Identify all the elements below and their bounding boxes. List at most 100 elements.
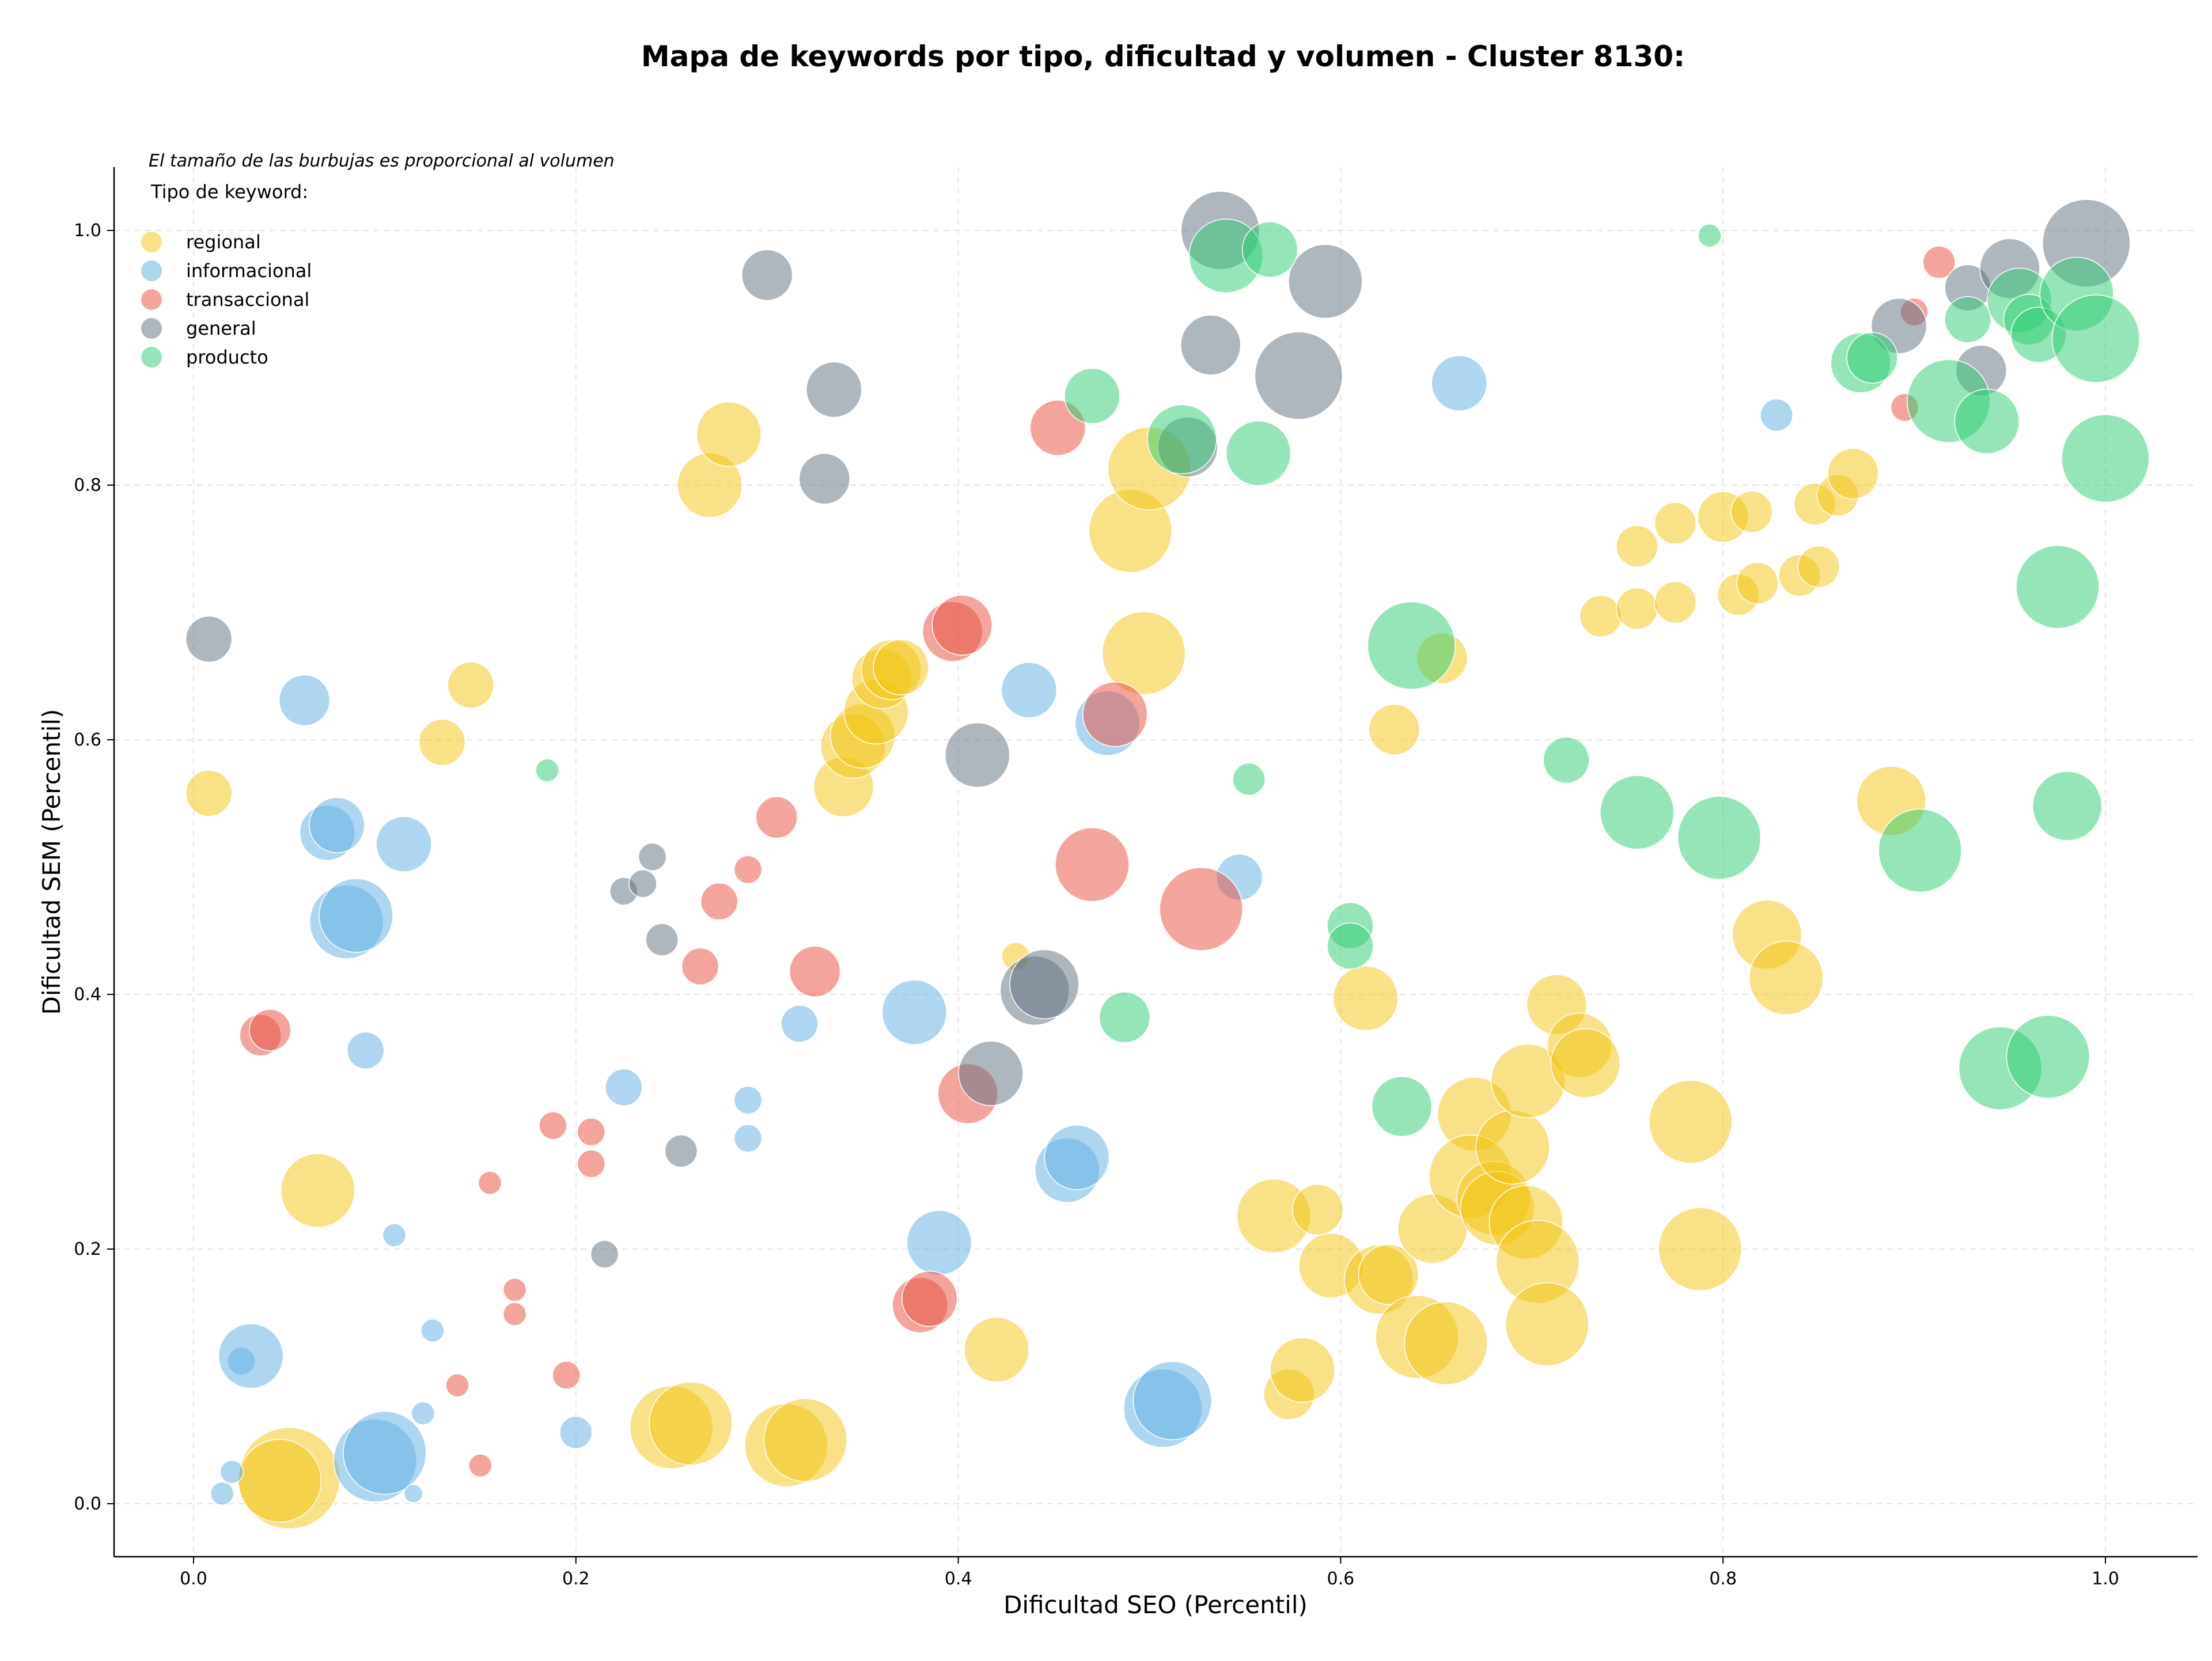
bubble-regional <box>237 1439 322 1523</box>
bubble-regional <box>696 401 762 467</box>
bubble-transaccional <box>502 1301 527 1326</box>
bubble-regional <box>1101 611 1186 695</box>
legend: regional informacional transaccional genera… <box>141 231 312 368</box>
bubble-regional <box>280 1153 355 1228</box>
bubble-regional <box>1654 502 1696 545</box>
bubble-marks <box>185 191 2150 1530</box>
y-tick-label: 0.2 <box>74 1239 101 1259</box>
bubble-producto <box>1600 775 1675 850</box>
bubble-regional <box>1505 1282 1589 1367</box>
bubble-informacional <box>346 1031 385 1069</box>
size-note: El tamaño de las burbujas es proporciona… <box>149 151 615 171</box>
legend-label-producto: producto <box>186 346 268 368</box>
bubble-regional <box>1358 1244 1419 1305</box>
bubble-producto <box>2006 1015 2090 1099</box>
bubble-producto <box>1232 762 1266 796</box>
bubble-transaccional <box>755 796 798 839</box>
x-tick-label: 0.6 <box>1327 1569 1355 1589</box>
bubble-general <box>628 869 657 898</box>
x-tick-label: 1.0 <box>2092 1569 2119 1589</box>
bubble-transaccional <box>539 1111 567 1140</box>
bubble-producto <box>2032 771 2103 841</box>
legend-marker-informacional <box>141 260 162 281</box>
bubble-regional <box>1658 1207 1743 1291</box>
bubble-informacional <box>403 1484 423 1504</box>
bubble-informacional <box>733 1123 763 1153</box>
bubble-general <box>1254 331 1343 420</box>
bubble-transaccional <box>1055 827 1130 902</box>
bubble-regional <box>1649 1080 1733 1164</box>
bubble-producto <box>1698 224 1722 248</box>
bubble-informacional <box>421 1318 445 1343</box>
bubble-informacional <box>1044 1125 1110 1190</box>
bubble-informacional <box>219 1460 244 1484</box>
legend-marker-producto <box>141 347 162 368</box>
bubble-general <box>590 1240 619 1269</box>
bubble-regional <box>1730 490 1773 534</box>
x-tick-label: 0.0 <box>180 1569 207 1589</box>
bubble-informacional <box>376 816 432 872</box>
legend-title: Tipo de keyword: <box>150 181 308 203</box>
bubble-transaccional <box>478 1171 502 1195</box>
bubble-producto <box>1367 601 1456 690</box>
bubble-informacional <box>906 1210 972 1276</box>
bubble-regional <box>1797 545 1840 588</box>
bubble-transaccional <box>1159 867 1243 951</box>
bubble-regional <box>1332 965 1399 1031</box>
bubble-general <box>664 1134 698 1168</box>
bubble-informacional <box>210 1481 234 1506</box>
bubble-general <box>798 453 851 505</box>
y-tick-label: 0.0 <box>74 1494 101 1514</box>
bubble-general <box>945 722 1010 788</box>
bubble-regional <box>1827 448 1879 500</box>
y-tick-label: 0.6 <box>74 730 101 750</box>
bubble-producto <box>1954 388 2020 455</box>
x-axis-title: Dificultad SEO (Percentil) <box>1003 1591 1308 1619</box>
bubble-transaccional <box>789 945 841 997</box>
bubble-producto <box>2016 545 2100 629</box>
bubble-producto <box>1846 332 1898 384</box>
bubble-informacional <box>1760 398 1793 432</box>
bubble-producto <box>535 758 559 782</box>
bubble-general <box>185 615 233 663</box>
bubble-regional <box>1616 587 1658 630</box>
bubble-regional <box>763 1398 847 1482</box>
bubble-transaccional <box>577 1117 606 1147</box>
y-axis-title: Dificultad SEM (Percentil) <box>37 709 66 1015</box>
bubble-informacional <box>278 674 331 727</box>
bubble-producto <box>1147 404 1217 475</box>
bubble-regional <box>1616 525 1658 567</box>
bubble-producto <box>1327 922 1374 970</box>
bubble-general <box>645 923 679 956</box>
y-tick-label: 0.4 <box>74 985 101 1005</box>
bubble-informacional <box>218 1323 284 1389</box>
bubble-informacional <box>733 1085 763 1115</box>
bubble-transaccional <box>468 1453 493 1478</box>
bubble-regional <box>1736 562 1779 604</box>
bubble-transaccional <box>681 947 719 986</box>
bubble-producto <box>1099 992 1151 1043</box>
bubble-regional <box>1580 595 1622 638</box>
bubble-informacional <box>881 979 948 1045</box>
bubble-general <box>1180 315 1241 376</box>
bubble-transaccional <box>577 1149 606 1178</box>
bubble-transaccional <box>445 1373 469 1398</box>
bubble-transaccional <box>1922 245 1956 279</box>
bubble-producto <box>2051 294 2141 383</box>
bubble-general <box>741 249 793 301</box>
legend-label-transaccional: transaccional <box>186 289 309 311</box>
bubble-regional <box>447 661 495 709</box>
bubble-transaccional <box>902 1270 958 1327</box>
y-tick-label: 1.0 <box>74 221 101 241</box>
bubble-producto <box>1241 221 1298 278</box>
legend-marker-transaccional <box>141 289 162 310</box>
bubble-regional <box>1270 1337 1335 1403</box>
bubble-regional <box>1654 581 1696 624</box>
bubble-general <box>638 842 667 872</box>
x-tick-label: 0.2 <box>562 1569 590 1589</box>
bubble-producto <box>2061 414 2150 503</box>
bubble-informacional <box>343 1410 427 1495</box>
bubble-regional <box>1291 1183 1344 1236</box>
x-tick-label: 0.4 <box>945 1569 972 1589</box>
